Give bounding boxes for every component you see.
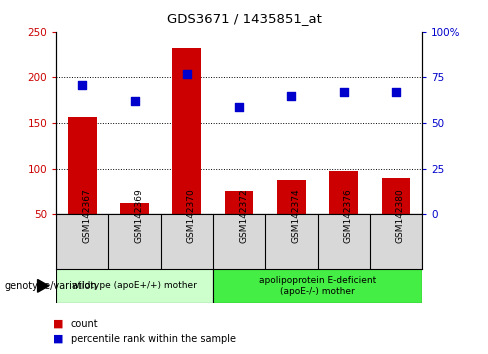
Point	[235, 104, 243, 109]
Point	[287, 93, 295, 98]
Text: wildtype (apoE+/+) mother: wildtype (apoE+/+) mother	[72, 281, 197, 290]
Text: GSM142380: GSM142380	[396, 188, 405, 243]
Point	[340, 89, 347, 95]
Text: GSM142372: GSM142372	[239, 188, 248, 243]
Bar	[172, 48, 201, 214]
Text: GSM142376: GSM142376	[344, 188, 353, 243]
Text: genotype/variation: genotype/variation	[5, 281, 98, 291]
Point	[392, 89, 400, 95]
Point	[79, 82, 86, 87]
Text: GSM142369: GSM142369	[135, 188, 143, 243]
Point	[183, 71, 191, 76]
Text: GSM142370: GSM142370	[187, 188, 196, 243]
Bar	[213, 269, 422, 303]
Text: ■: ■	[53, 319, 64, 329]
Text: GSM142367: GSM142367	[82, 188, 91, 243]
Text: percentile rank within the sample: percentile rank within the sample	[71, 334, 236, 344]
Bar	[277, 181, 306, 214]
Bar	[56, 269, 213, 303]
Bar	[225, 192, 253, 214]
Text: GSM142374: GSM142374	[291, 188, 301, 243]
Text: GDS3671 / 1435851_at: GDS3671 / 1435851_at	[166, 12, 322, 25]
Point	[131, 98, 139, 104]
Bar	[329, 171, 358, 214]
Bar	[382, 178, 410, 214]
Text: apolipoprotein E-deficient
(apoE-/-) mother: apolipoprotein E-deficient (apoE-/-) mot…	[259, 276, 376, 296]
Text: count: count	[71, 319, 99, 329]
Text: ■: ■	[53, 334, 64, 344]
Bar	[68, 116, 97, 214]
Bar	[120, 203, 149, 214]
